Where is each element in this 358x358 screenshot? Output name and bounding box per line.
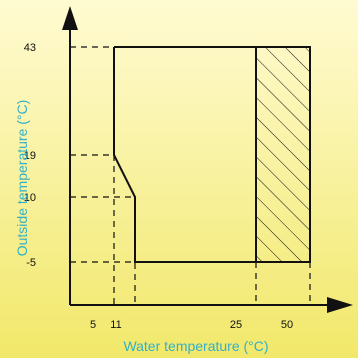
x-tick-label: 50 xyxy=(281,319,293,331)
x-tick-label: 5 xyxy=(90,319,96,331)
y-tick-label: -5 xyxy=(26,257,36,269)
operating-region-outline xyxy=(113,46,311,263)
axes xyxy=(62,6,353,313)
y-axis-title: Outside temperature (°C) xyxy=(14,100,30,257)
x-tick-label: 25 xyxy=(230,319,242,331)
guide-lines xyxy=(70,46,311,305)
hatched-zone xyxy=(256,47,310,262)
y-tick-label: 43 xyxy=(24,42,36,54)
y-tick-label: 19 xyxy=(24,150,36,162)
y-axis-arrowhead xyxy=(62,6,78,30)
tick-labels: 43 19 10 -5 5 11 25 50 xyxy=(24,42,293,331)
y-tick-label: 10 xyxy=(24,192,36,204)
x-tick-label: 11 xyxy=(110,319,121,331)
x-axis-title: Water temperature (°C) xyxy=(123,338,268,354)
x-axis-arrowhead xyxy=(327,297,353,313)
